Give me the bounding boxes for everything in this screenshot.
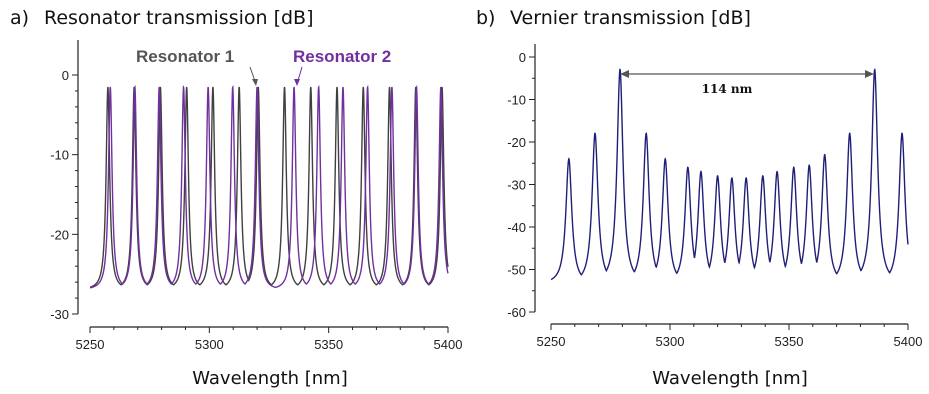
panel-a-series <box>89 84 449 289</box>
vernier-peak-point <box>645 132 647 135</box>
series-resonator-1 <box>89 86 449 288</box>
a-y-tick-label: 0 <box>62 68 69 83</box>
a-x-tick-label: 5350 <box>314 337 343 352</box>
vernier-peak-point <box>745 177 747 179</box>
panel-b-x-ticks: 5250 5300 5350 5400 <box>537 324 923 349</box>
span-annotation: 114 nm <box>702 82 753 96</box>
series-resonator-2 <box>89 84 449 289</box>
a-y-tick-label: -10 <box>50 148 69 163</box>
vernier-peak-point <box>700 170 702 173</box>
legend-resonator-2-arrowhead <box>294 79 300 86</box>
b-y-tick-label: -10 <box>507 93 526 108</box>
vernier-peak-point <box>901 132 903 135</box>
span-arrowhead-left <box>620 70 629 78</box>
panel-a-title: Resonator transmission [dB] <box>44 7 314 29</box>
vernier-peak-point <box>619 68 621 71</box>
vernier-peak-point <box>687 166 689 169</box>
vernier-peak-point <box>873 68 876 71</box>
panel-b-x-label: Wavelength [nm] <box>652 368 808 389</box>
b-y-tick-label: -60 <box>507 305 526 320</box>
b-x-tick-label: 5350 <box>775 334 804 349</box>
a-x-tick-label: 5250 <box>76 337 105 352</box>
b-y-tick-label: -30 <box>507 178 526 193</box>
vernier-peak-point <box>731 177 733 179</box>
vernier-peak-point <box>848 132 851 135</box>
a-y-tick-label: -30 <box>50 307 69 322</box>
panel-a-x-ticks: 5250 5300 5350 5400 <box>76 327 463 352</box>
legend-resonator-1-arrowhead <box>252 79 258 86</box>
a-x-tick-label: 5300 <box>195 337 224 352</box>
b-x-tick-label: 5300 <box>656 334 685 349</box>
vernier-peak-point <box>594 132 596 135</box>
b-y-tick-label: -40 <box>507 220 526 235</box>
panel-a-x-label: Wavelength [nm] <box>192 368 348 389</box>
a-y-tick-label: -20 <box>50 227 69 242</box>
panel-a: a) Resonator transmission [dB] 0 -10 -20 -3… <box>10 7 462 389</box>
panel-b-y-ticks: 0 -10 -20 -30 -40 -50 -60 <box>507 50 535 320</box>
legend-resonator-2: Resonator 2 <box>293 47 391 66</box>
b-x-tick-label: 5400 <box>894 334 923 349</box>
vernier-peak-point <box>664 158 667 160</box>
panel-b-label: b) <box>476 7 495 29</box>
span-arrowhead-right <box>865 70 874 78</box>
panel-a-label: a) <box>10 7 29 29</box>
vernier-peak-point <box>776 170 778 173</box>
b-y-tick-label: -20 <box>507 135 526 150</box>
series-vernier-transmission <box>550 68 909 281</box>
panel-b: b) Vernier transmission [dB] 0 -10 -20 -30 -… <box>476 7 922 389</box>
panel-b-title: Vernier transmission [dB] <box>510 7 751 29</box>
legend-resonator-1: Resonator 1 <box>136 47 234 66</box>
a-x-tick-label: 5400 <box>434 337 463 352</box>
b-x-tick-label: 5250 <box>537 334 566 349</box>
vernier-peak-point <box>568 158 570 160</box>
b-y-tick-label: 0 <box>519 50 526 65</box>
b-y-tick-label: -50 <box>507 263 526 278</box>
panel-a-y-ticks: 0 -10 -20 -30 <box>50 68 78 322</box>
vernier-peak-point <box>808 164 811 167</box>
vernier-peak-point <box>823 153 826 156</box>
panel-b-series <box>550 68 909 281</box>
vernier-peak-point <box>762 175 764 177</box>
vernier-peak-point <box>716 175 719 177</box>
vernier-peak-point <box>792 166 795 169</box>
